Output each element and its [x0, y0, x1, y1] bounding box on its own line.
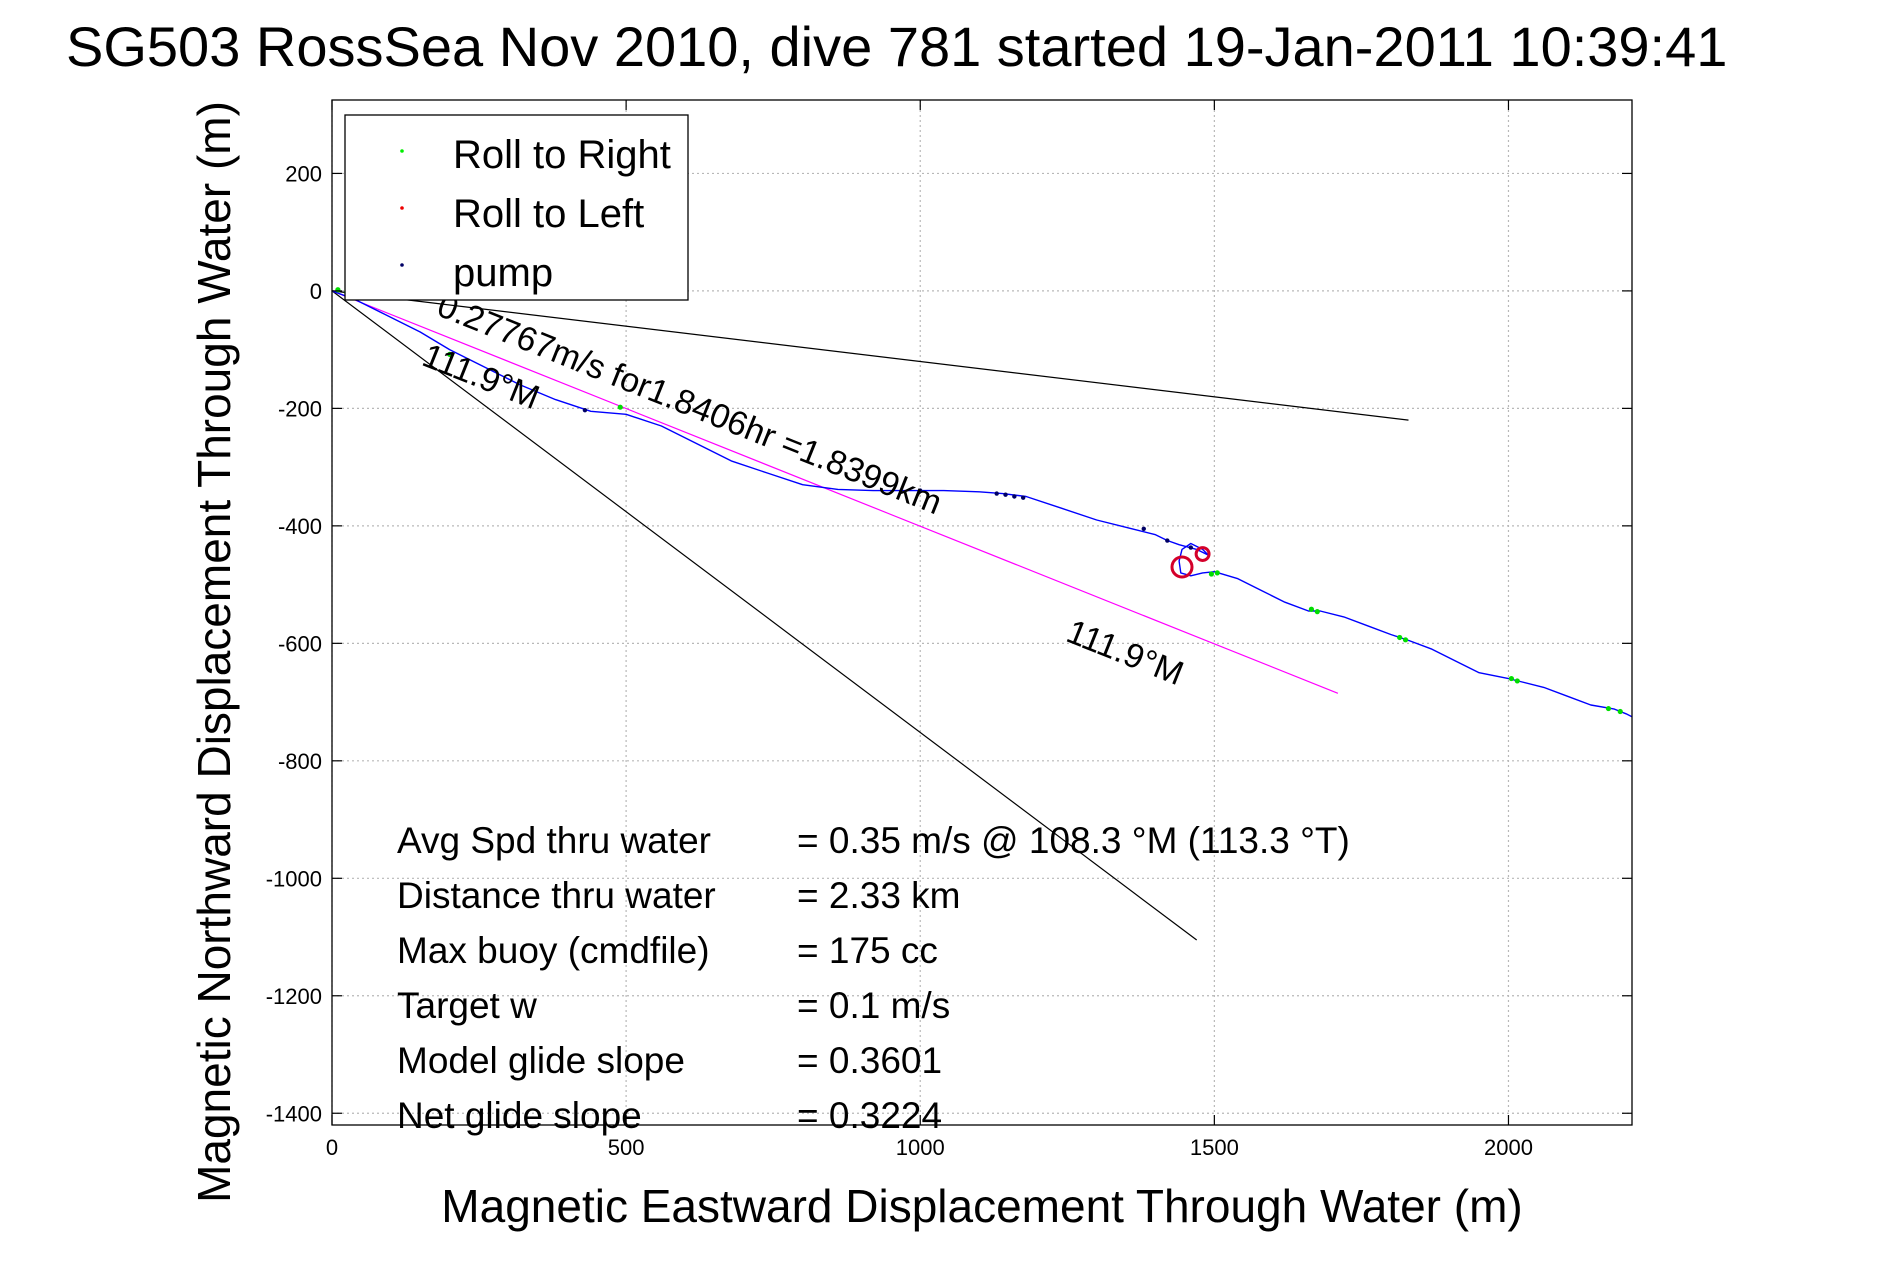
pump-marker — [994, 491, 999, 496]
legend-roll-left: Roll to Left — [453, 192, 644, 236]
plot-frame — [331, 99, 1633, 1126]
legend-roll-right: Roll to Right — [453, 133, 671, 177]
roll-left-marker — [1170, 555, 1194, 579]
axis-ticks: 0 500 1000 1500 20002000-200-400-600-800-100… — [266, 100, 1632, 1160]
reference-line — [332, 290, 1409, 421]
stat-value: = 0.1 m/s — [797, 985, 950, 1026]
pump-marker — [1020, 495, 1026, 500]
dive-stats: Avg Spd thru water = 0.35 m/s @ 108.3 °M… — [397, 820, 1350, 1136]
roll-right-marker — [617, 404, 623, 410]
stat-value: = 0.3601 — [797, 1040, 942, 1081]
pump-marker — [582, 407, 588, 413]
reference-line — [332, 290, 1198, 941]
y-tick-label: -1200 — [266, 984, 322, 1009]
roll-right-marker — [1514, 678, 1520, 684]
pump-marker — [1188, 545, 1194, 550]
stat-value: = 0.35 m/s @ 108.3 °M (113.3 °T) — [797, 820, 1350, 861]
x-tick-label: 0 — [326, 1135, 338, 1160]
y-tick-label: -800 — [278, 749, 322, 774]
y-tick-label: -1000 — [266, 866, 322, 891]
legend-marker-roll-left — [400, 206, 404, 210]
stat-value: = 2.33 km — [797, 875, 961, 916]
legend-marker-pump — [400, 263, 404, 267]
legend-marker-roll-right — [400, 149, 404, 153]
legend: Roll to Right Roll to Left pump — [344, 114, 689, 301]
roll-right-marker — [1397, 634, 1403, 641]
pump-marker — [1165, 538, 1170, 543]
roll-right-marker — [335, 287, 341, 293]
legend-pump: pump — [453, 251, 553, 295]
stat-label: Distance thru water — [397, 875, 716, 916]
roll-right-marker — [1605, 705, 1612, 712]
pump-marker — [918, 488, 923, 493]
dive-track-line — [332, 290, 1632, 718]
x-tick-label: 1000 — [896, 1135, 945, 1160]
roll-right-marker — [1214, 570, 1220, 576]
roll-right-marker — [1308, 606, 1315, 612]
y-axis-label: Magnetic Northward Displacement Through … — [188, 101, 240, 1203]
x-tick-label: 1500 — [1190, 1135, 1239, 1160]
y-tick-label: 0 — [310, 279, 322, 304]
y-tick-label: -200 — [278, 396, 322, 421]
roll-right-marker — [1314, 609, 1320, 615]
stat-label: Target w — [397, 985, 537, 1026]
y-tick-label: -1400 — [266, 1101, 322, 1126]
roll-right-marker — [1617, 708, 1623, 715]
data-layer — [332, 287, 1632, 941]
stat-label: Avg Spd thru water — [397, 820, 711, 861]
y-tick-label: -400 — [278, 514, 322, 539]
y-tick-label: 200 — [285, 161, 322, 186]
roll-left-marker — [1194, 546, 1211, 563]
heading-line — [332, 290, 1339, 694]
stat-value: = 0.3224 — [797, 1095, 942, 1136]
stat-label: Model glide slope — [397, 1040, 685, 1081]
pump-marker — [1003, 492, 1008, 497]
x-tick-label: 2000 — [1484, 1135, 1533, 1160]
roll-right-marker — [447, 351, 453, 357]
stat-label: Max buoy (cmdfile) — [397, 930, 710, 971]
chart-title: SG503 RossSea Nov 2010, dive 781 started… — [66, 15, 1727, 78]
pump-marker — [1012, 494, 1017, 499]
y-tick-label: -600 — [278, 631, 322, 656]
stat-label: Net glide slope — [397, 1095, 642, 1136]
x-axis-label: Magnetic Eastward Displacement Through W… — [441, 1180, 1522, 1232]
roll-right-marker — [1402, 637, 1409, 643]
x-tick-label: 500 — [608, 1135, 645, 1160]
roll-right-marker — [1508, 675, 1515, 682]
stat-value: = 175 cc — [797, 930, 938, 971]
pump-marker — [1141, 526, 1146, 531]
roll-right-marker — [1208, 571, 1215, 577]
